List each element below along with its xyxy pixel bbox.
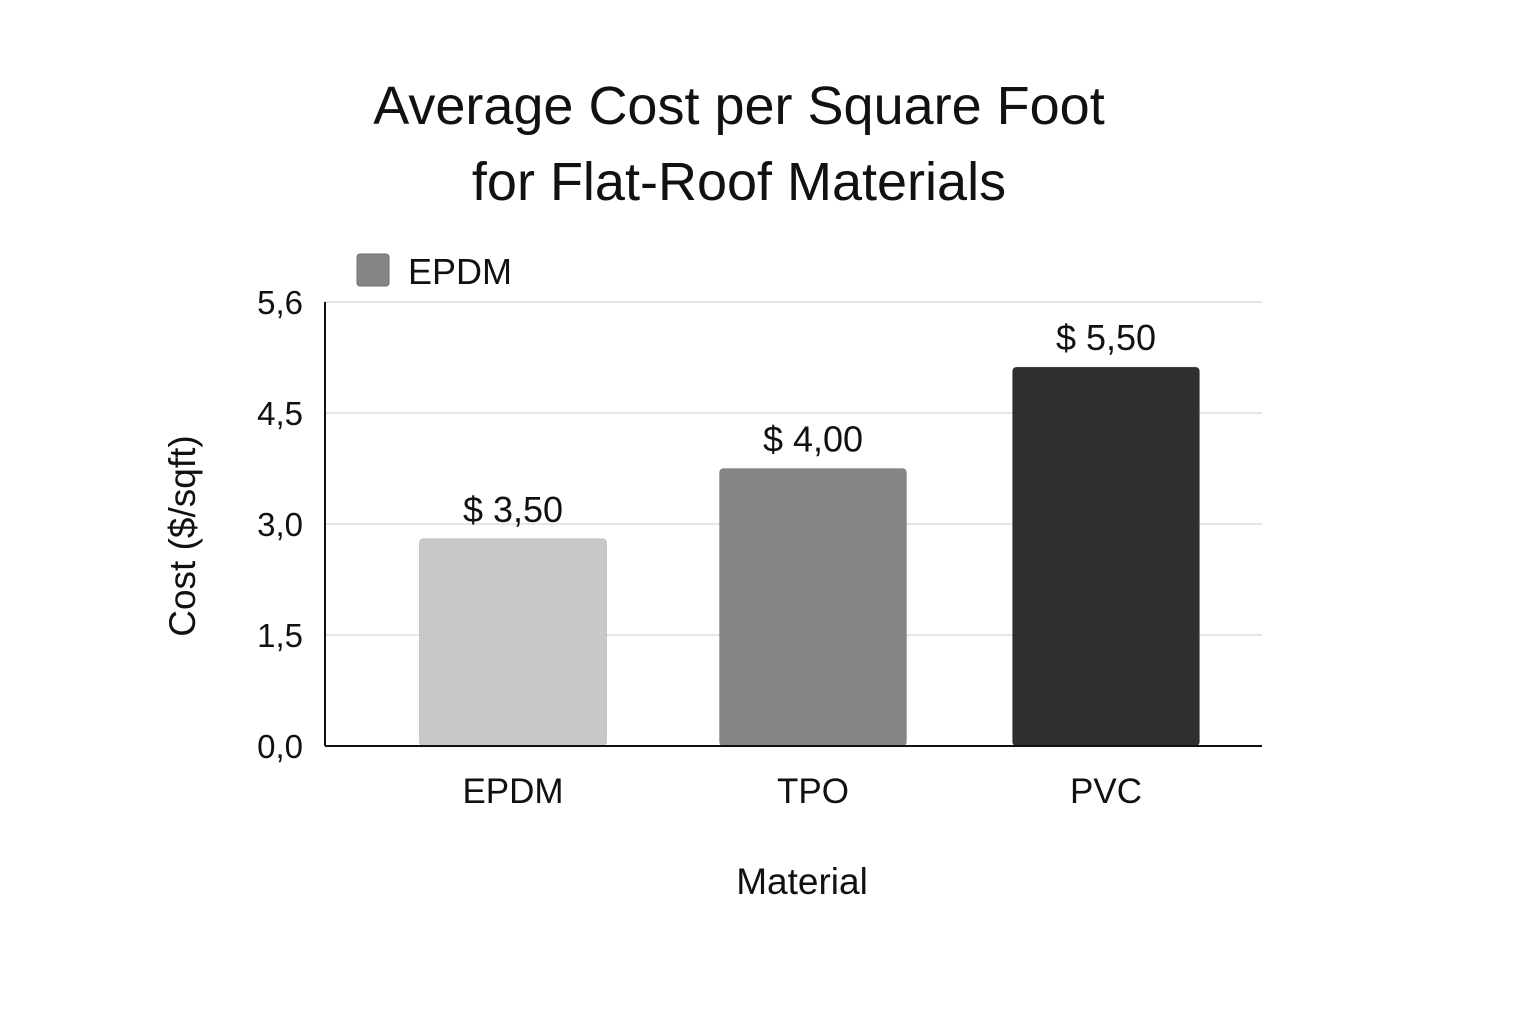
data-label: $ 4,00 xyxy=(763,419,863,460)
y-tick-labels: 0,0 1,5 3,0 4,5 5,6 xyxy=(257,284,303,765)
x-axis-title: Material xyxy=(736,861,868,902)
x-tick-labels: EPDM TPO PVC xyxy=(462,772,1142,811)
bar xyxy=(719,468,907,747)
bar xyxy=(1012,366,1200,747)
chart-title-line-2: for Flat-Roof Materials xyxy=(471,152,1007,212)
y-tick-label: 4,5 xyxy=(257,395,303,432)
legend-label: EPDM xyxy=(408,251,512,292)
chart-title: Average Cost per Square Foot for Flat-Ro… xyxy=(0,68,1478,220)
y-axis-title: Cost ($/sqft) xyxy=(162,435,203,637)
data-labels: $ 3,50 $ 4,00 $ 5,50 xyxy=(463,317,1156,530)
x-tick-label: TPO xyxy=(777,772,849,811)
y-tick-label: 5,6 xyxy=(257,284,303,321)
data-label: $ 3,50 xyxy=(463,489,563,530)
y-tick-label: 0,0 xyxy=(257,728,303,765)
x-tick-label: PVC xyxy=(1070,772,1142,811)
legend-swatch xyxy=(356,253,390,287)
axes xyxy=(324,302,1262,747)
x-tick-label: EPDM xyxy=(462,772,563,811)
y-tick-label: 3,0 xyxy=(257,506,303,543)
legend: EPDM xyxy=(356,251,512,292)
bar xyxy=(419,538,607,747)
bars xyxy=(419,366,1200,747)
chart-title-line-1: Average Cost per Square Foot xyxy=(373,76,1105,136)
y-tick-label: 1,5 xyxy=(257,617,303,654)
data-label: $ 5,50 xyxy=(1056,317,1156,358)
